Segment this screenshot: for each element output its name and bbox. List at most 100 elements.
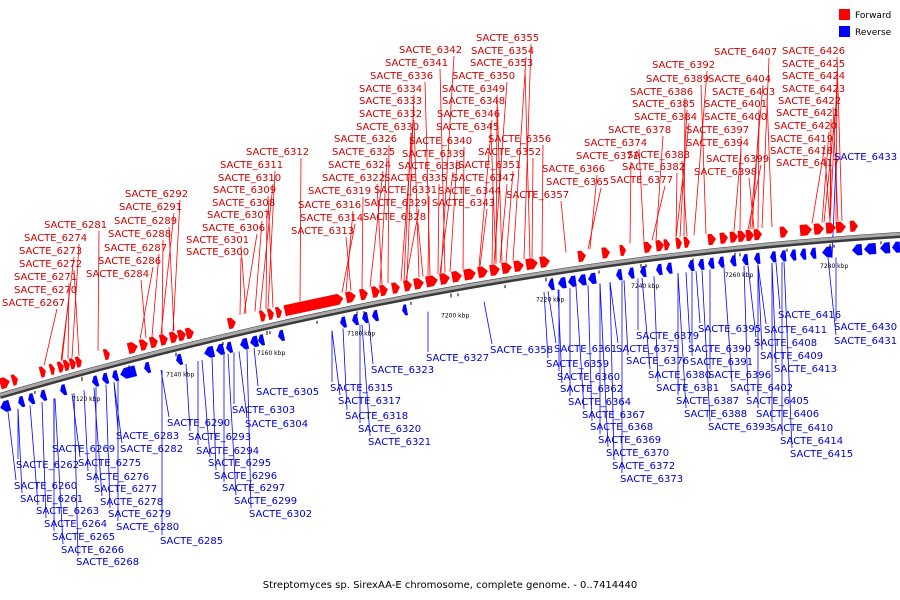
gene-reverse xyxy=(880,242,891,254)
leader-line-reverse xyxy=(557,289,563,384)
leader-line-reverse xyxy=(361,324,371,437)
leader-line-forward xyxy=(267,170,276,309)
gene-label-reverse: SACTE_6285 xyxy=(160,536,223,547)
gene-reverse xyxy=(340,316,348,328)
gene-forward xyxy=(379,284,388,297)
gene-forward xyxy=(663,239,670,251)
gene-reverse xyxy=(616,269,623,281)
gene-label-forward: SACTE_6423 xyxy=(782,84,845,95)
leader-line-forward xyxy=(437,183,440,274)
leader-line-reverse xyxy=(227,353,237,496)
gene-label-reverse: SACTE_6406 xyxy=(756,409,819,420)
gene-forward xyxy=(274,306,282,319)
gene-forward xyxy=(675,237,682,249)
gene-forward xyxy=(38,366,46,378)
gene-label-forward: SACTE_6417 xyxy=(776,158,839,169)
gene-forward xyxy=(184,327,194,340)
gene-label-reverse: SACTE_6411 xyxy=(764,325,827,336)
gene-label-forward: SACTE_6401 xyxy=(704,99,767,110)
gene-label-forward: SACTE_6308 xyxy=(212,198,275,209)
gene-label-reverse: SACTE_6433 xyxy=(834,152,897,163)
gene-label-reverse: SACTE_6278 xyxy=(100,497,163,508)
leader-line-reverse xyxy=(783,261,793,449)
gene-label-reverse: SACTE_6290 xyxy=(167,418,230,429)
gene-reverse xyxy=(708,257,715,269)
leader-line-forward xyxy=(345,210,354,292)
gene-labels: SACTE_6267 SACTE_6270 SACTE_6271 SACTE_6272… xyxy=(2,33,897,568)
leader-line-reverse xyxy=(695,271,701,324)
gene-forward xyxy=(158,334,168,346)
leader-line-forward xyxy=(823,94,838,223)
gene-label-reverse: SACTE_6393 xyxy=(708,422,771,433)
gene-reverse xyxy=(780,250,787,262)
gene-label-reverse: SACTE_6266 xyxy=(61,545,124,556)
gene-label-reverse: SACTE_6297 xyxy=(222,483,285,494)
leader-line-reverse xyxy=(747,265,757,338)
gene-label-reverse: SACTE_6295 xyxy=(208,458,271,469)
leader-line-forward xyxy=(499,183,508,263)
gene-label-forward: SACTE_6407 xyxy=(714,47,777,58)
gene-label-forward: SACTE_6348 xyxy=(442,96,505,107)
leader-line-reverse xyxy=(29,405,39,506)
leader-line-forward xyxy=(427,195,430,276)
leader-line-forward xyxy=(560,200,567,253)
gene-reverse xyxy=(568,275,577,288)
leader-line-reverse xyxy=(743,265,749,396)
gene-label-forward: SACTE_6339 xyxy=(402,149,465,160)
gene-label-reverse: SACTE_6280 xyxy=(116,522,179,533)
leader-line-reverse xyxy=(543,291,549,359)
scale-tick-label: 7260 kbp xyxy=(725,272,753,279)
leader-line-reverse xyxy=(771,263,777,364)
gene-label-reverse: SACTE_6430 xyxy=(834,322,897,333)
gene-label-reverse: SACTE_6305 xyxy=(256,387,319,398)
leader-line-reverse xyxy=(575,286,585,410)
scale-tick-label: 7200 kbp xyxy=(441,312,469,319)
gene-label-forward: SACTE_6291 xyxy=(119,202,182,213)
gene-label-forward: SACTE_6271 xyxy=(14,272,77,283)
gene-label-reverse: SACTE_6387 xyxy=(676,396,739,407)
leader-line-forward xyxy=(589,174,598,249)
gene-reverse xyxy=(852,244,863,256)
gene-label-forward: SACTE_6340 xyxy=(409,136,472,147)
gene-reverse xyxy=(800,248,807,260)
gene-label-forward: SACTE_6332 xyxy=(359,109,422,120)
gene-label-forward: SACTE_6356 xyxy=(488,134,551,145)
leader-line-reverse xyxy=(757,264,767,325)
legend: Forward Reverse xyxy=(839,9,892,38)
gene-label-forward: SACTE_6394 xyxy=(686,138,749,149)
gene-forward xyxy=(489,264,500,277)
gene-label-forward: SACTE_6418 xyxy=(770,146,833,157)
leader-line-reverse xyxy=(54,398,64,545)
gene-label-forward: SACTE_6352 xyxy=(478,147,541,158)
gene-label-forward: SACTE_6284 xyxy=(86,269,149,280)
leader-line-reverse xyxy=(113,382,123,444)
gene-label-forward: SACTE_6422 xyxy=(778,96,841,107)
scale-tick-label: 7120 kbp xyxy=(72,396,100,403)
gene-forward xyxy=(729,231,738,243)
leader-line-forward xyxy=(531,157,534,258)
gene-label-reverse: SACTE_6283 xyxy=(116,431,179,442)
gene-label-forward: SACTE_6349 xyxy=(442,84,505,95)
gene-label-reverse: SACTE_6367 xyxy=(582,410,645,421)
gene-label-forward: SACTE_6425 xyxy=(782,59,845,70)
gene-label-reverse: SACTE_6376 xyxy=(626,356,689,367)
leader-line-forward xyxy=(139,266,154,340)
gene-label-forward: SACTE_6270 xyxy=(14,285,77,296)
gene-label-forward: SACTE_6287 xyxy=(104,243,167,254)
gene-label-reverse: SACTE_6276 xyxy=(86,472,149,483)
gene-forward xyxy=(102,348,110,361)
leader-line-forward xyxy=(71,243,80,358)
gene-label-reverse: SACTE_6262 xyxy=(16,460,79,471)
leader-line-forward xyxy=(496,94,503,263)
leader-line-reverse xyxy=(211,357,217,471)
leader-line-forward xyxy=(243,233,258,315)
gene-reverse xyxy=(790,249,797,261)
gene-label-reverse: SACTE_6414 xyxy=(780,436,843,447)
gene-label-forward: SACTE_6338 xyxy=(398,161,461,172)
chromosome-backbone xyxy=(0,232,900,399)
gene-label-reverse: SACTE_6268 xyxy=(76,557,139,568)
leader-line-forward xyxy=(172,199,181,332)
leader-line-forward xyxy=(417,222,424,277)
leader-line-forward xyxy=(379,157,388,285)
gene-forward xyxy=(737,230,746,242)
